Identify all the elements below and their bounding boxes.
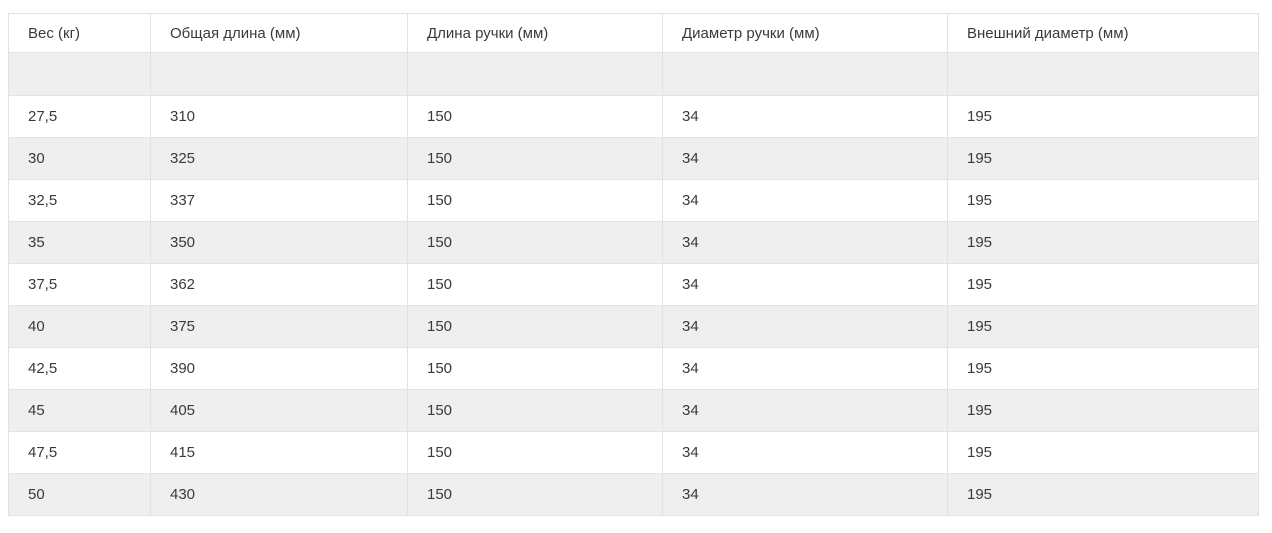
spacer-row [8,52,1259,96]
table-row: 27,5 310 150 34 195 [8,95,1259,138]
cell-outer-diameter: 195 [947,179,1259,222]
cell-weight: 40 [8,305,151,348]
cell-outer-diameter: 195 [947,389,1259,432]
cell-handle-length: 150 [407,263,663,306]
cell-outer-diameter: 195 [947,305,1259,348]
cell-handle-length: 150 [407,473,663,516]
table-row: 45 405 150 34 195 [8,389,1259,432]
table-row: 32,5 337 150 34 195 [8,179,1259,222]
column-header-outer-diameter: Внешний диаметр (мм) [947,13,1259,53]
product-spec-table: Вес (кг) Общая длина (мм) Длина ручки (м… [8,13,1259,516]
cell-outer-diameter: 195 [947,431,1259,474]
table-row: 42,5 390 150 34 195 [8,347,1259,390]
cell-total-length: 375 [150,305,408,348]
cell-handle-diameter: 34 [662,305,948,348]
cell-total-length: 430 [150,473,408,516]
cell-handle-diameter: 34 [662,431,948,474]
table-row: 50 430 150 34 195 [8,473,1259,516]
cell-total-length: 362 [150,263,408,306]
header-row: Вес (кг) Общая длина (мм) Длина ручки (м… [8,13,1259,53]
cell-handle-diameter: 34 [662,473,948,516]
cell-handle-diameter: 34 [662,221,948,264]
cell-weight: 37,5 [8,263,151,306]
cell-total-length: 390 [150,347,408,390]
cell-total-length: 325 [150,137,408,180]
cell-weight: 32,5 [8,179,151,222]
cell-handle-length: 150 [407,389,663,432]
cell-outer-diameter: 195 [947,137,1259,180]
cell-weight: 42,5 [8,347,151,390]
cell-weight: 50 [8,473,151,516]
spec-table-container: Вес (кг) Общая длина (мм) Длина ручки (м… [8,13,1259,516]
cell-weight: 27,5 [8,95,151,138]
cell-weight: 35 [8,221,151,264]
cell-handle-length: 150 [407,431,663,474]
cell-handle-length: 150 [407,179,663,222]
column-header-handle-diameter: Диаметр ручки (мм) [662,13,948,53]
cell-weight: 47,5 [8,431,151,474]
spacer-cell [407,52,663,96]
cell-handle-length: 150 [407,221,663,264]
column-header-total-length: Общая длина (мм) [150,13,408,53]
cell-handle-diameter: 34 [662,95,948,138]
cell-handle-diameter: 34 [662,179,948,222]
cell-handle-diameter: 34 [662,389,948,432]
spacer-cell [947,52,1259,96]
cell-total-length: 310 [150,95,408,138]
cell-handle-diameter: 34 [662,263,948,306]
cell-handle-length: 150 [407,95,663,138]
column-header-weight: Вес (кг) [8,13,151,53]
cell-total-length: 415 [150,431,408,474]
cell-total-length: 405 [150,389,408,432]
column-header-handle-length: Длина ручки (мм) [407,13,663,53]
cell-outer-diameter: 195 [947,473,1259,516]
table-row: 37,5 362 150 34 195 [8,263,1259,306]
cell-outer-diameter: 195 [947,95,1259,138]
cell-weight: 30 [8,137,151,180]
cell-outer-diameter: 195 [947,221,1259,264]
cell-total-length: 337 [150,179,408,222]
cell-handle-length: 150 [407,305,663,348]
cell-handle-length: 150 [407,347,663,390]
spacer-cell [8,52,151,96]
spacer-cell [150,52,408,96]
cell-weight: 45 [8,389,151,432]
cell-outer-diameter: 195 [947,347,1259,390]
cell-outer-diameter: 195 [947,263,1259,306]
spacer-cell [662,52,948,96]
table-row: 35 350 150 34 195 [8,221,1259,264]
cell-handle-length: 150 [407,137,663,180]
table-row: 40 375 150 34 195 [8,305,1259,348]
table-row: 47,5 415 150 34 195 [8,431,1259,474]
cell-total-length: 350 [150,221,408,264]
table-row: 30 325 150 34 195 [8,137,1259,180]
cell-handle-diameter: 34 [662,347,948,390]
cell-handle-diameter: 34 [662,137,948,180]
